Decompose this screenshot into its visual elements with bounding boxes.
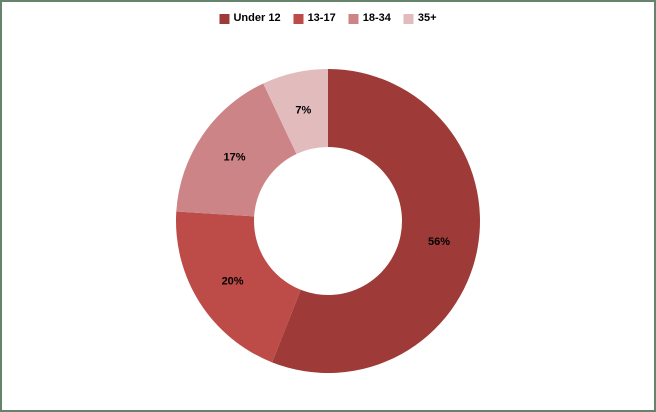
segment-label-13-17: 20% bbox=[222, 276, 244, 288]
segment-label-35: 7% bbox=[295, 105, 311, 117]
legend-item-13-17: 13-17 bbox=[293, 12, 336, 24]
legend-label-18-34: 18-34 bbox=[362, 12, 391, 24]
legend-swatch-18-34 bbox=[348, 13, 359, 24]
legend-item-18-34: 18-34 bbox=[348, 12, 391, 24]
donut-segment-13-17 bbox=[176, 211, 301, 363]
legend-label-35-plus: 35+ bbox=[417, 12, 437, 24]
legend-item-under-12: Under 12 bbox=[219, 12, 281, 24]
donut-segment-18-34 bbox=[176, 83, 297, 217]
legend-swatch-13-17 bbox=[293, 13, 304, 24]
chart-legend: Under 12 13-17 18-34 35+ bbox=[219, 12, 437, 24]
legend-swatch-35-plus bbox=[403, 13, 414, 24]
segment-label-under-12: 56% bbox=[428, 236, 450, 248]
legend-label-13-17: 13-17 bbox=[307, 12, 336, 24]
segment-label-18-34: 17% bbox=[224, 151, 246, 163]
donut-segment-35 bbox=[263, 69, 328, 155]
legend-swatch-under-12 bbox=[219, 13, 230, 24]
donut-segment-under-12 bbox=[272, 69, 480, 373]
legend-label-under-12: Under 12 bbox=[233, 12, 281, 24]
legend-item-35-plus: 35+ bbox=[403, 12, 437, 24]
